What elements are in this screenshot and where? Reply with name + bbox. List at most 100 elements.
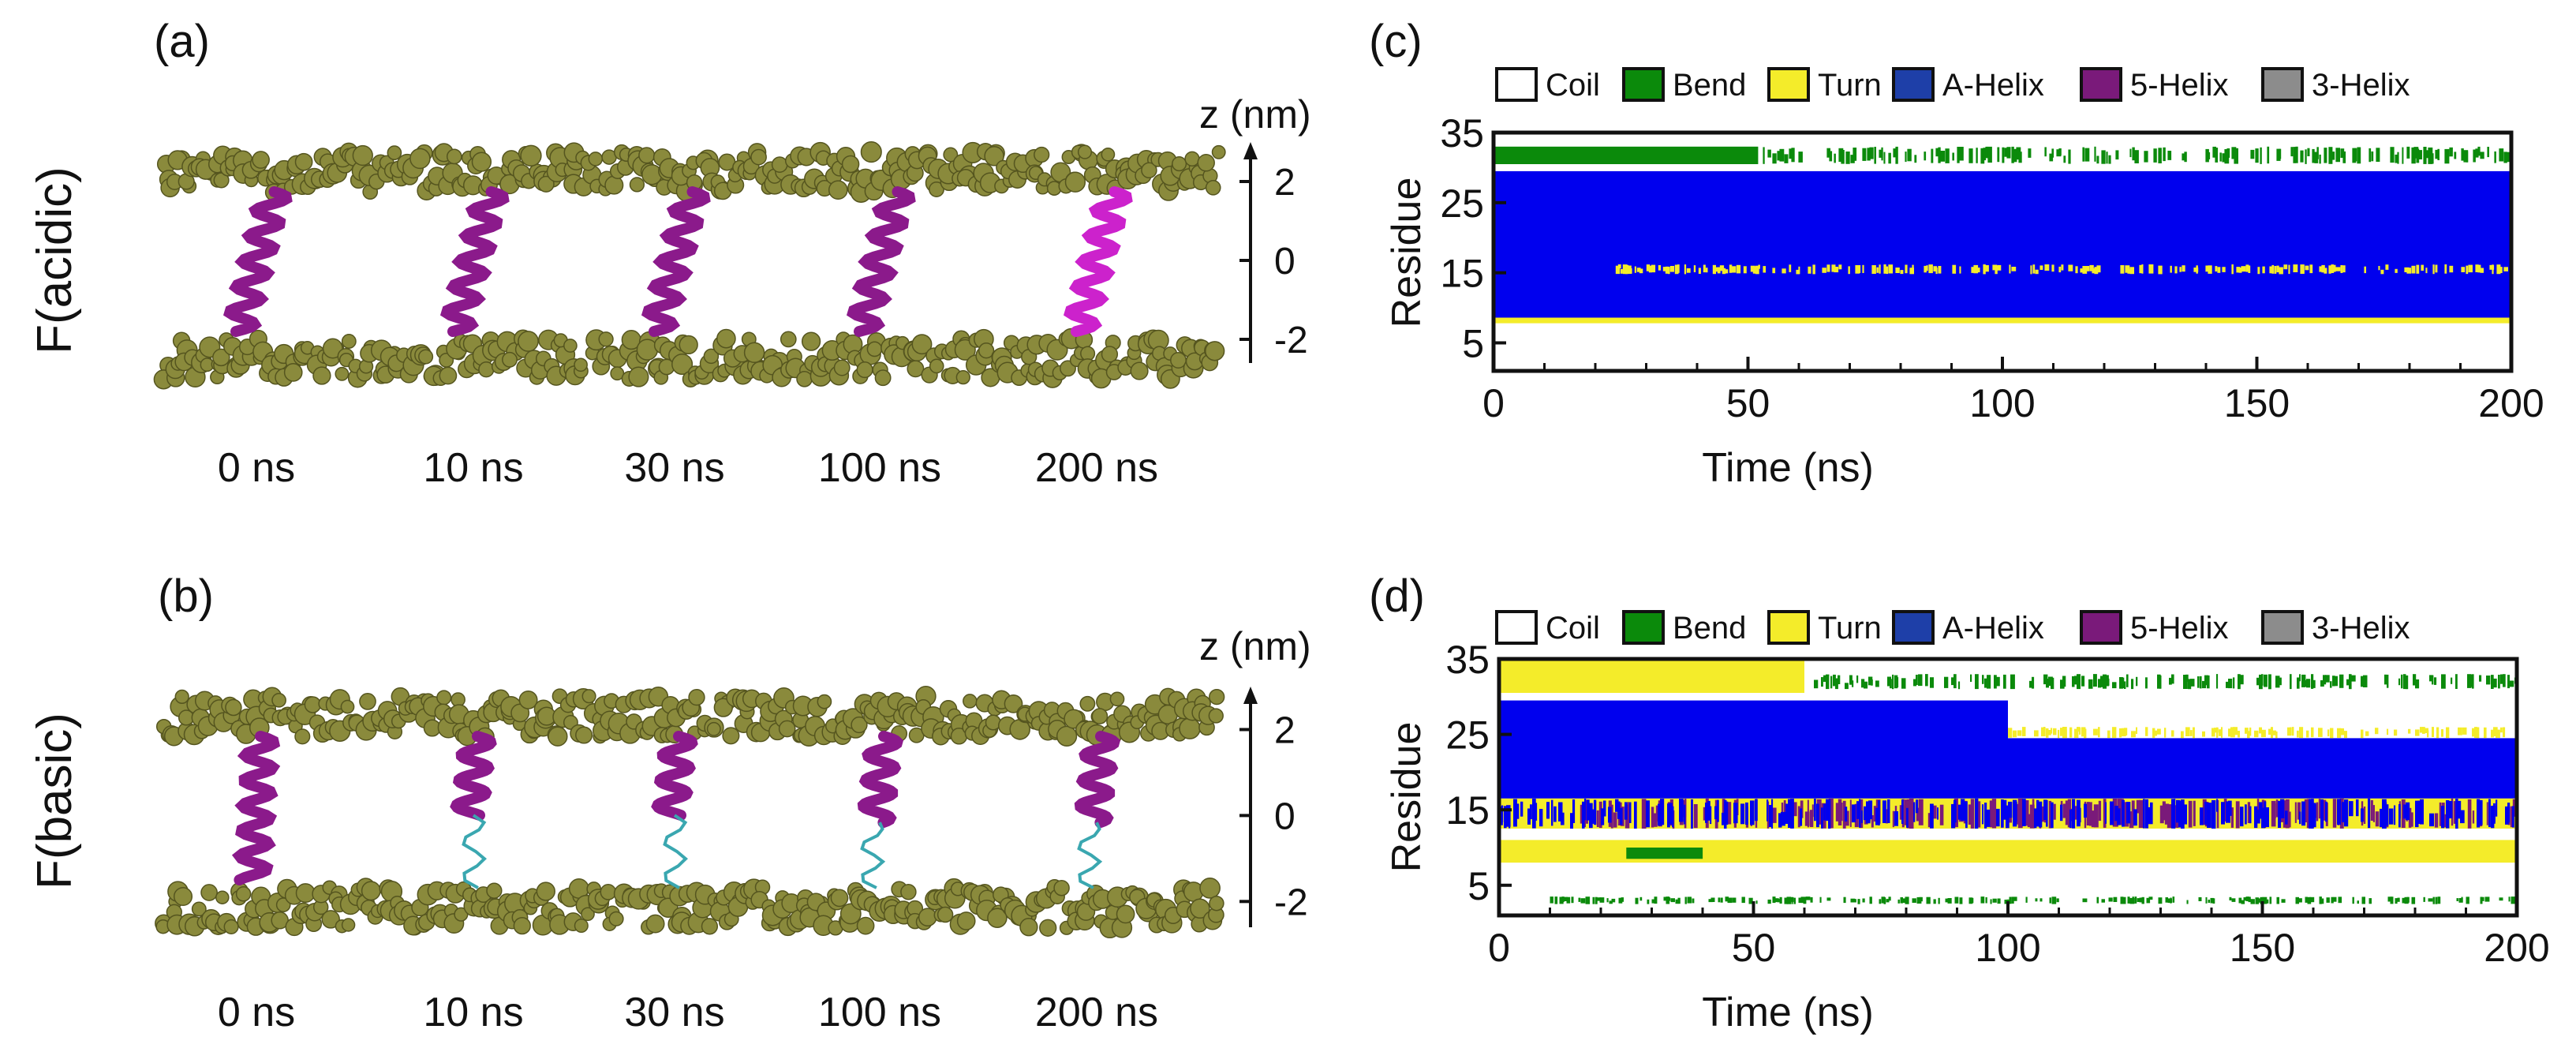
state-speckle bbox=[1868, 676, 1873, 686]
state-speckle bbox=[2152, 728, 2155, 738]
state-speckle bbox=[2510, 680, 2514, 687]
state-speckle bbox=[1958, 804, 1962, 820]
state-speckle bbox=[2338, 896, 2342, 904]
state-speckle bbox=[2011, 146, 2014, 163]
state-speckle bbox=[1866, 801, 1871, 824]
state-speckle bbox=[2340, 265, 2343, 273]
state-speckle bbox=[2269, 896, 2272, 904]
state-speckle bbox=[2079, 727, 2081, 735]
state-speckle bbox=[2335, 267, 2341, 271]
state-speckle bbox=[2435, 896, 2438, 904]
state-speckle bbox=[2084, 803, 2087, 818]
state-speckle bbox=[2413, 147, 2419, 159]
state-speckle bbox=[1845, 810, 1849, 826]
state-speckle bbox=[2432, 675, 2434, 685]
lipid-bead bbox=[537, 175, 555, 193]
state-speckle bbox=[1784, 154, 1789, 163]
state-speckle bbox=[2269, 266, 2274, 274]
state-speckle bbox=[2375, 728, 2379, 735]
state-speckle bbox=[2496, 799, 2498, 817]
state-speckle bbox=[2035, 269, 2039, 275]
state-speckle bbox=[2184, 152, 2187, 163]
lipid-bead bbox=[294, 728, 311, 745]
state-speckle bbox=[2062, 676, 2066, 687]
state-speckle bbox=[1767, 799, 1769, 822]
state-speckle bbox=[2096, 155, 2099, 164]
state-speckle bbox=[1570, 813, 1573, 829]
state-speckle bbox=[1916, 799, 1919, 814]
state-speckle bbox=[1629, 802, 1632, 823]
state-speckle bbox=[1634, 266, 1636, 273]
state-speckle bbox=[2036, 799, 2039, 827]
state-speckle bbox=[2143, 799, 2145, 829]
state-speckle bbox=[2144, 151, 2148, 163]
state-speckle bbox=[1968, 804, 1972, 825]
state-speckle bbox=[2131, 679, 2134, 690]
state-speckle bbox=[2214, 728, 2219, 733]
lipid-bead bbox=[471, 152, 492, 172]
state-speckle bbox=[2436, 727, 2440, 739]
lipid-bead bbox=[283, 363, 303, 382]
state-speckle bbox=[1826, 897, 1831, 901]
state-speckle bbox=[2311, 799, 2314, 829]
state-speckle bbox=[2268, 674, 2271, 690]
lipid-bead bbox=[191, 901, 207, 917]
state-speckle bbox=[2411, 896, 2416, 904]
lipid-bead bbox=[1101, 346, 1119, 363]
lipid-bead bbox=[275, 897, 291, 912]
state-speckle bbox=[2275, 799, 2279, 818]
state-speckle bbox=[1939, 804, 1944, 825]
state-speckle bbox=[1805, 896, 1811, 900]
state-speckle bbox=[2245, 264, 2249, 272]
state-speckle bbox=[2010, 674, 2015, 690]
state-speckle bbox=[2193, 268, 2199, 272]
lipid-bead bbox=[722, 727, 740, 745]
peptide-snapshot bbox=[439, 186, 510, 337]
state-speckle bbox=[2108, 155, 2111, 164]
state-speckle bbox=[1997, 264, 2002, 271]
lipid-bead bbox=[874, 369, 892, 387]
state-speckle bbox=[2163, 147, 2166, 162]
state-speckle bbox=[1772, 896, 1776, 904]
state-speckle bbox=[2472, 810, 2475, 824]
legend-label: Coil bbox=[1546, 611, 1600, 646]
state-speckle bbox=[1516, 803, 1520, 819]
state-speckle bbox=[1996, 808, 2000, 827]
z-tick-label: 2 bbox=[1274, 709, 1295, 751]
lipid-bead bbox=[1190, 898, 1210, 919]
state-speckle bbox=[2075, 266, 2078, 274]
state-speckle bbox=[1615, 265, 1621, 275]
state-speckle bbox=[1907, 148, 1912, 162]
state-speckle bbox=[2361, 808, 2364, 822]
state-speckle bbox=[2397, 897, 2400, 902]
state-speckle bbox=[2499, 267, 2503, 273]
state-speckle bbox=[2131, 731, 2136, 738]
state-speckle bbox=[2217, 267, 2221, 273]
state-speckle bbox=[1987, 146, 1992, 163]
state-speckle bbox=[2043, 727, 2046, 736]
state-speckle bbox=[2145, 727, 2148, 736]
state-speckle bbox=[2063, 155, 2066, 163]
state-speckle bbox=[2271, 264, 2275, 274]
y-tick-label: 25 bbox=[1440, 182, 1484, 226]
state-speckle bbox=[2339, 728, 2344, 735]
state-speckle bbox=[2139, 897, 2142, 903]
state-speckle bbox=[1905, 152, 1907, 163]
state-speckle bbox=[2352, 148, 2357, 163]
lipid-bead bbox=[1209, 688, 1225, 706]
state-speckle bbox=[2390, 147, 2395, 163]
state-speckle bbox=[2435, 264, 2438, 273]
state-speckle bbox=[1655, 805, 1658, 822]
lipid-bead bbox=[1019, 918, 1038, 937]
state-speckle bbox=[2046, 679, 2049, 688]
state-speckle bbox=[2411, 265, 2416, 274]
state-speckle bbox=[1861, 679, 1865, 688]
state-speckle bbox=[1725, 896, 1729, 902]
state-speckle bbox=[2434, 813, 2439, 828]
state-speckle bbox=[1591, 809, 1595, 824]
state-speckle bbox=[1727, 897, 1733, 904]
state-speckle bbox=[2212, 898, 2215, 904]
state-speckle bbox=[1722, 812, 1725, 825]
state-speckle bbox=[2092, 268, 2096, 274]
state-speckle bbox=[2136, 799, 2140, 814]
